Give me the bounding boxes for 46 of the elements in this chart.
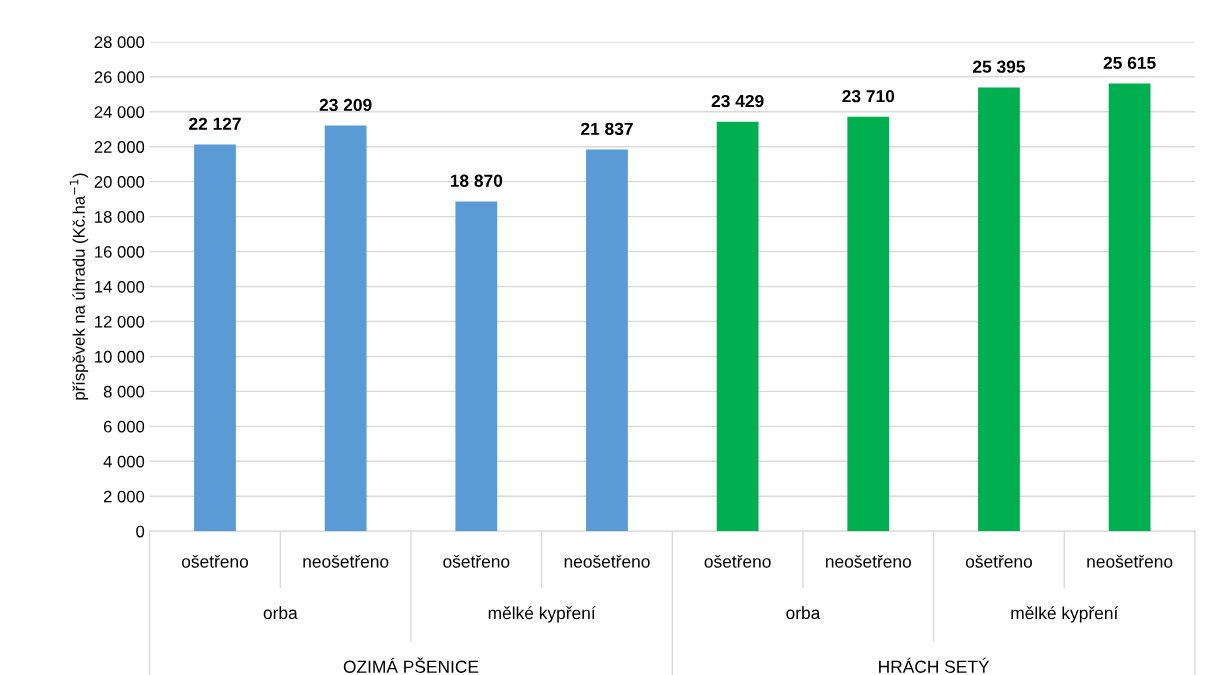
y-tick-label: 10 000	[95, 350, 145, 363]
data-label: 21 837	[581, 122, 633, 136]
data-label: 25 615	[1103, 56, 1156, 69]
text: HRÁCH SETÝ	[879, 657, 990, 673]
data-label: 23 209	[319, 98, 372, 112]
bar	[586, 149, 628, 532]
y-tick-label: 2 000	[103, 490, 145, 503]
y-tick-label: 18 000	[95, 211, 145, 223]
bar	[324, 125, 367, 532]
y-tick-label: 12 000	[95, 315, 145, 328]
text: orba	[263, 606, 298, 620]
bar	[455, 201, 498, 532]
y-tick-label: 26 000	[94, 71, 145, 84]
y-tick-label: 28 000	[94, 36, 145, 49]
bar	[194, 144, 236, 532]
bar	[716, 121, 759, 532]
data-label: 23 429	[711, 94, 764, 108]
x-tick-label: ošetřeno	[965, 554, 1032, 568]
x-tick-label: ošetřeno	[443, 554, 510, 568]
x-tick-label: neošetřeno	[303, 554, 389, 568]
bar	[978, 87, 1020, 532]
x-tick-label: neošetřeno	[826, 554, 911, 568]
text: OZIMÁ PŠENICE	[343, 657, 479, 673]
y-tick-label: 4 000	[103, 455, 145, 468]
bar	[847, 116, 890, 532]
data-label: 23 710	[842, 89, 895, 103]
bar	[1108, 83, 1151, 532]
x-tick-label: ošetřeno	[704, 554, 771, 568]
y-axis-title: příspěvek na úhradu (Kč.ha$^{−1}$)	[69, 173, 89, 400]
y-tick-label: 22 000	[94, 141, 145, 153]
y-tick-label: 16 000	[95, 245, 145, 258]
x-tick-label: neošetřeno	[564, 554, 650, 568]
y-tick-label: 6 000	[103, 420, 145, 433]
y-tick-label: 8 000	[103, 385, 145, 398]
text: orba	[786, 606, 821, 620]
y-tick-label: 14 000	[95, 280, 145, 293]
x-tick-label: ošetřeno	[181, 554, 249, 568]
text: mělké kypření	[488, 606, 596, 623]
x-tick-label: neošetřeno	[1087, 554, 1173, 568]
text: mělké kypření	[1011, 606, 1119, 623]
y-tick-label: 0	[136, 525, 145, 538]
y-tick-label: 24 000	[94, 106, 145, 118]
data-label: 25 395	[973, 60, 1026, 73]
y-tick-label: 20 000	[94, 176, 145, 188]
data-label: 18 870	[450, 174, 503, 187]
data-label: 22 127	[189, 117, 241, 130]
